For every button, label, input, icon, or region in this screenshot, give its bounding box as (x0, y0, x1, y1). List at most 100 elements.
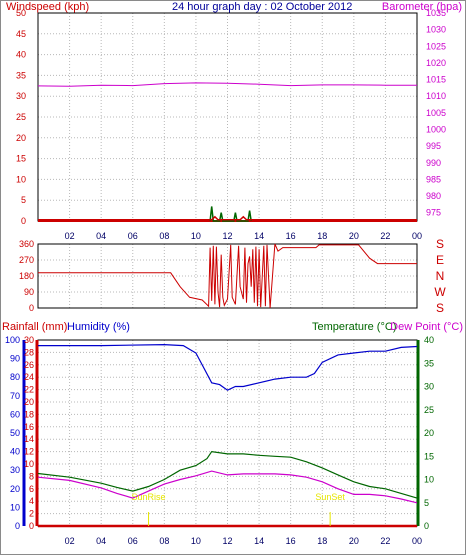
x-tick-label: 12 (222, 536, 232, 546)
barometer-axis-label: Barometer (hpa) (382, 1, 462, 13)
wind-y-tick: 30 (16, 91, 26, 101)
wind-baro-series (37, 82, 417, 222)
temp-y-tick: 5 (424, 498, 429, 508)
rain-y-tick: 28 (24, 347, 34, 357)
temp-y-tick: 0 (424, 521, 429, 531)
direction-ticks: 0 90 180 270 360 (19, 239, 34, 313)
rain-y-tick: 26 (24, 360, 34, 370)
direction-y-tick: 180 (19, 271, 34, 281)
wind-y-tick: 35 (16, 70, 26, 80)
rain-y-tick: 24 (24, 372, 34, 382)
baro-y-tick: 995 (426, 141, 441, 151)
baro-y-tick: 990 (426, 158, 441, 168)
x-tick-label: 18 (317, 231, 327, 241)
x-tick-label: 00 (412, 536, 422, 546)
wind-y-tick: 0 (21, 216, 26, 226)
windspeed-axis-label: Windspeed (kph) (6, 1, 89, 13)
rain-y-tick: 2 (29, 509, 34, 519)
rainfall-axis-label: Rainfall (mm) (2, 321, 67, 333)
rain-y-tick: 12 (24, 447, 34, 457)
x-tick-label: 04 (96, 231, 106, 241)
sunset-label: SunSet (315, 492, 345, 502)
temp-y-tick: 15 (424, 451, 434, 461)
humidity-y-tick: 30 (10, 465, 20, 475)
compass-label: S (436, 237, 444, 251)
direction-series (38, 243, 417, 309)
x-tick-label: 08 (159, 536, 169, 546)
temp-y-tick: 35 (424, 358, 434, 368)
wind-y-tick: 5 (21, 195, 26, 205)
direction-y-tick: 90 (24, 287, 34, 297)
wind-y-tick: 50 (16, 8, 26, 18)
x-tick-label: 02 (65, 536, 75, 546)
temp-y-tick: 25 (424, 405, 434, 415)
compass-label: N (436, 269, 445, 283)
rain-y-tick: 0 (29, 521, 34, 531)
x-tick-label: 14 (254, 536, 264, 546)
wind-y-tick: 25 (16, 112, 26, 122)
x-tick-label: 18 (317, 536, 327, 546)
baro-y-tick: 1010 (426, 91, 446, 101)
sun-markers: SunRise SunSet (132, 492, 345, 526)
wind-y-tick: 20 (16, 133, 26, 143)
wind-y-tick: 15 (16, 154, 26, 164)
x-tick-label: 02 (65, 231, 75, 241)
humidity-y-tick: 80 (10, 372, 20, 382)
x-tick-label: 12 (222, 231, 232, 241)
sunrise-label: SunRise (132, 492, 166, 502)
temperature-line (37, 450, 418, 499)
temp-y-tick: 10 (424, 475, 434, 485)
x-tick-label: 04 (96, 536, 106, 546)
compass-label: S (436, 301, 444, 315)
x-tick-label: 06 (128, 231, 138, 241)
wind-baro-grid (37, 12, 418, 222)
rain-y-tick: 14 (24, 434, 34, 444)
temp-y-tick: 30 (424, 382, 434, 392)
baro-y-tick: 975 (426, 208, 441, 218)
baro-y-tick: 1030 (426, 25, 446, 35)
compass-label: E (436, 253, 444, 267)
x-tick-label: 20 (349, 536, 359, 546)
baro-y-tick: 1025 (426, 41, 446, 51)
baro-y-tick: 1020 (426, 58, 446, 68)
temperature-axis-label: Temperature (°C) (312, 321, 396, 333)
rain-y-tick: 8 (29, 471, 34, 481)
compass-label: W (434, 285, 446, 299)
humidity-y-tick: 10 (10, 502, 20, 512)
baro-y-tick: 1035 (426, 8, 446, 18)
rain-y-tick: 10 (24, 459, 34, 469)
rain-y-tick: 4 (29, 496, 34, 506)
wind-baro-ticks: 0510152025303540455097598098599099510001… (16, 8, 446, 241)
humidity-y-tick: 90 (10, 354, 20, 364)
rain-y-tick: 20 (24, 397, 34, 407)
wind-speed-line (38, 215, 417, 221)
x-tick-label: 10 (191, 536, 201, 546)
dewpoint-line (37, 470, 418, 504)
humidity-axis-label: Humidity (%) (67, 321, 130, 333)
baro-y-tick: 1000 (426, 124, 446, 134)
x-tick-label: 16 (286, 536, 296, 546)
temp-y-tick: 20 (424, 428, 434, 438)
graph-title: 24 hour graph day : 02 October 2012 (172, 1, 352, 13)
humidity-y-tick: 40 (10, 447, 20, 457)
wind-y-tick: 45 (16, 29, 26, 39)
rain-y-tick: 22 (24, 385, 34, 395)
x-tick-label: 06 (128, 536, 138, 546)
humidity-y-tick: 100 (5, 335, 20, 345)
humidity-y-tick: 20 (10, 484, 20, 494)
humidity-y-tick: 50 (10, 428, 20, 438)
rain-y-tick: 30 (24, 335, 34, 345)
x-tick-label: 22 (380, 231, 390, 241)
barometer-line (37, 82, 417, 87)
humidity-line (38, 343, 418, 391)
humidity-y-tick: 0 (15, 521, 20, 531)
x-tick-label: 08 (159, 231, 169, 241)
x-tick-label: 14 (254, 231, 264, 241)
temp-hum-grid (37, 339, 418, 527)
temp-y-tick: 40 (424, 335, 434, 345)
humidity-y-tick: 70 (10, 391, 20, 401)
wind-y-tick: 40 (16, 50, 26, 60)
